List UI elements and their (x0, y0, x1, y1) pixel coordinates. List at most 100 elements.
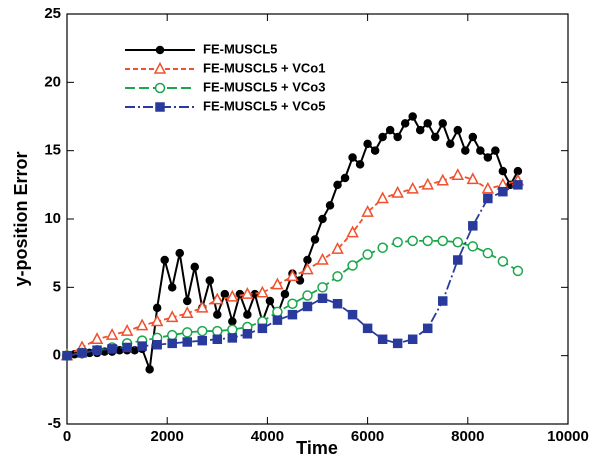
marker (310, 235, 320, 244)
marker (391, 185, 404, 198)
y-tick-label: 0 (53, 347, 61, 364)
marker (152, 339, 162, 350)
marker (196, 300, 209, 313)
marker (182, 296, 192, 306)
marker (385, 125, 395, 135)
legend-marker (155, 102, 165, 112)
legend-marker (154, 82, 166, 94)
marker (348, 153, 357, 162)
marker (453, 125, 463, 135)
marker (430, 132, 440, 142)
marker (62, 350, 72, 361)
marker (226, 289, 239, 302)
marker (235, 289, 245, 299)
marker (175, 248, 184, 258)
marker (347, 309, 358, 320)
marker (287, 298, 298, 309)
marker (287, 309, 298, 320)
marker (340, 173, 350, 183)
marker (197, 335, 208, 346)
marker (378, 132, 387, 142)
marker (105, 328, 119, 340)
marker (400, 119, 410, 128)
marker (272, 306, 283, 318)
marker (212, 325, 223, 337)
marker (481, 181, 495, 194)
marker (423, 119, 432, 128)
plot-frame (66, 13, 569, 425)
y-tick-label: 20 (44, 73, 61, 90)
y-tick-label: -5 (48, 415, 61, 432)
marker (211, 292, 224, 305)
legend-label: FE-MUSCL5 + VCo5 (203, 98, 325, 113)
marker (438, 296, 448, 306)
marker (466, 172, 480, 185)
series (62, 180, 523, 361)
y-tick-label: 25 (44, 5, 61, 22)
marker (242, 329, 253, 339)
marker (301, 262, 314, 275)
marker (376, 191, 389, 204)
marker (257, 323, 268, 334)
marker (483, 153, 493, 162)
marker (120, 323, 134, 336)
marker (363, 139, 372, 149)
marker (272, 315, 283, 325)
marker (415, 125, 425, 135)
marker (392, 236, 403, 248)
marker (512, 265, 524, 277)
marker (377, 334, 388, 345)
marker (491, 146, 500, 155)
y-axis-label: y-position Error (11, 151, 31, 286)
marker (160, 255, 169, 265)
x-tick-label: 8000 (451, 428, 484, 445)
marker (461, 146, 470, 155)
legend-label: FE-MUSCL5 (203, 41, 277, 56)
x-tick-label: 0 (63, 428, 71, 445)
marker (227, 324, 238, 335)
marker (451, 168, 465, 181)
x-tick-label: 6000 (351, 428, 384, 445)
marker (182, 337, 192, 347)
marker (497, 256, 509, 267)
marker (212, 334, 223, 345)
marker (498, 166, 508, 176)
marker (332, 298, 343, 309)
marker (130, 345, 139, 355)
marker (453, 255, 463, 265)
marker (483, 193, 493, 204)
marker (332, 271, 343, 282)
marker (181, 327, 193, 338)
legend-marker (155, 45, 165, 55)
marker (392, 338, 403, 349)
marker (107, 344, 117, 354)
marker (422, 235, 433, 247)
marker (438, 119, 447, 128)
marker (347, 260, 358, 271)
marker (346, 225, 359, 238)
marker (355, 160, 365, 169)
marker (317, 293, 328, 304)
marker (446, 139, 455, 149)
marker (137, 341, 147, 351)
x-tick-label: 4000 (251, 428, 284, 445)
marker (436, 173, 449, 186)
marker (370, 146, 380, 155)
marker (468, 132, 478, 142)
marker (476, 146, 485, 155)
marker (333, 180, 342, 190)
marker (286, 269, 299, 282)
marker (265, 296, 275, 306)
marker (228, 317, 237, 326)
y-tick-label: 10 (44, 210, 61, 227)
marker (280, 289, 290, 299)
y-tick-label: 5 (53, 278, 61, 295)
marker (271, 277, 284, 290)
marker (227, 333, 238, 343)
marker (303, 255, 312, 265)
marker (302, 290, 313, 301)
marker (145, 365, 154, 374)
marker (362, 249, 373, 260)
marker (318, 214, 327, 224)
